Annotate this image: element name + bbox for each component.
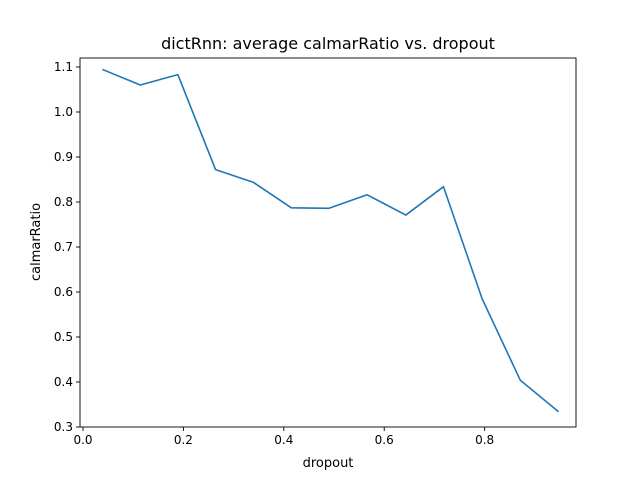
x-tick-label: 0.4: [274, 433, 293, 447]
x-axis-label: dropout: [303, 456, 354, 471]
y-tick-label: 1.0: [54, 105, 73, 119]
x-tick-label: 0.2: [174, 433, 193, 447]
plot-area: 0.0 0.2 0.4 0.6 0.8 0.3 0.4 0.5 0.6 0.7 0.8 0.9 1.0 1…: [54, 57, 577, 447]
x-tick-label: 0.0: [73, 433, 92, 447]
y-axis-label: calmarRatio: [29, 203, 44, 281]
x-tick-label: 0.8: [475, 433, 494, 447]
series-line-1: [102, 68, 560, 413]
y-tick-label: 0.9: [54, 150, 73, 164]
x-tick-label: 0.6: [375, 433, 394, 447]
chart-title: dictRnn: average calmarRatio vs. dropout: [161, 34, 495, 53]
axes-frame: [79, 57, 577, 428]
y-tick-label: 0.6: [54, 285, 73, 299]
y-tick-label: 0.7: [54, 240, 73, 254]
y-tick-label: 0.5: [54, 330, 73, 344]
y-tick-label: 0.4: [54, 375, 73, 389]
y-tick-label: 0.8: [54, 195, 73, 209]
y-tick-label: 1.1: [54, 60, 73, 74]
y-tick-label: 0.3: [54, 420, 73, 434]
